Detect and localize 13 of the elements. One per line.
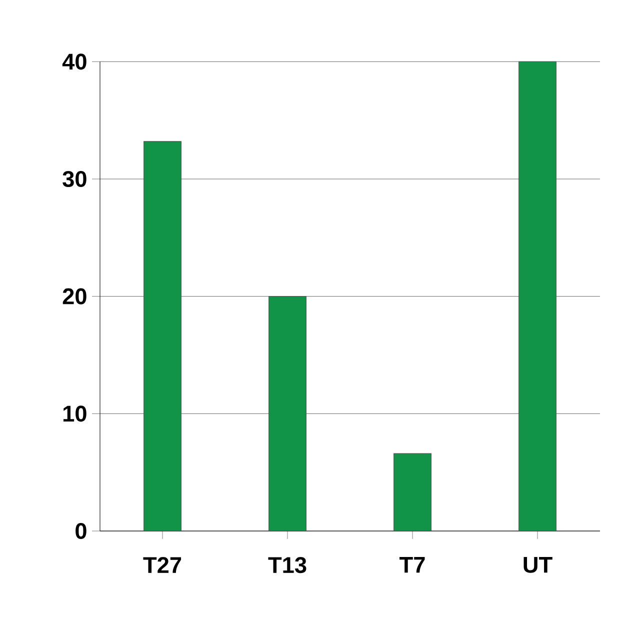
y-tick-label: 40 <box>62 54 86 70</box>
y-tick-label: 10 <box>64 406 86 422</box>
y-tick-label: 30 <box>62 170 86 188</box>
y-tick-label: 0 <box>76 522 86 540</box>
x-tick-label: T7 <box>400 557 425 573</box>
y-tick-label: 20 <box>62 288 86 304</box>
x-tick-label: UT <box>524 557 552 573</box>
bar <box>518 61 556 532</box>
bar <box>394 453 432 532</box>
bar <box>268 296 306 532</box>
bar <box>144 141 182 532</box>
x-tick-label: T13 <box>268 557 306 574</box>
x-tick-label: T27 <box>143 557 182 573</box>
